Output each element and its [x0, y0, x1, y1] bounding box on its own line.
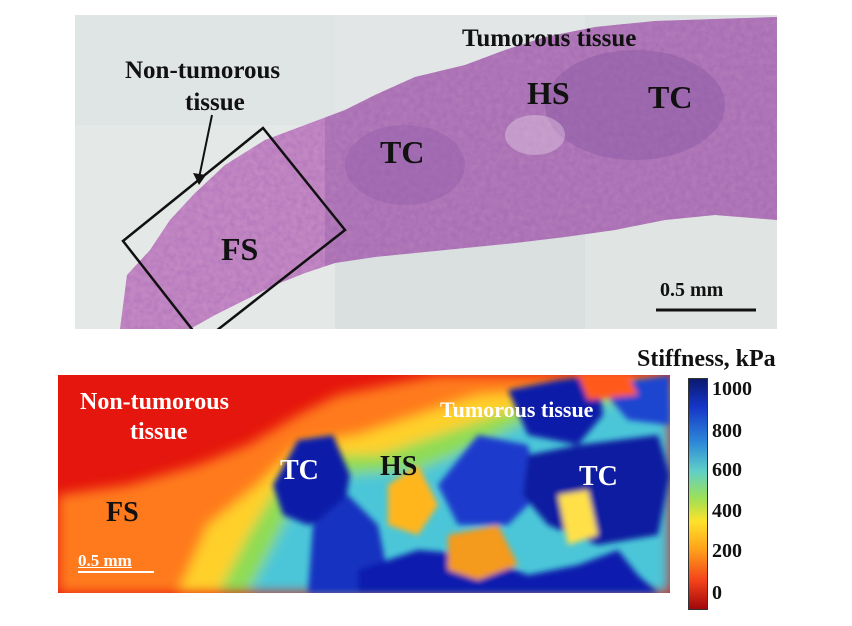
- tumorous-tissue-label: Tumorous tissue: [462, 25, 637, 52]
- stiffness-tc-label-left: TC: [280, 455, 319, 486]
- stiffness-heatmap-drawing: [58, 375, 670, 593]
- colorbar-title: Stiffness, kPa: [637, 346, 776, 372]
- stiffness-non-tumorous-label-line2: tissue: [130, 419, 188, 445]
- hs-region-label: HS: [527, 75, 570, 111]
- stiffness-scale-bar-label: 0.5 mm: [78, 551, 132, 570]
- colorbar-tick-800: 800: [712, 420, 742, 442]
- stiffness-map: Non-tumorous tissue Tumorous tissue TC H…: [58, 375, 670, 593]
- stiffness-colorbar: [688, 378, 708, 610]
- tc-region-label-center: TC: [380, 134, 425, 170]
- colorbar-tick-1000: 1000: [712, 378, 752, 400]
- colorbar-tick-0: 0: [712, 582, 722, 604]
- stiffness-tc-label-right: TC: [579, 461, 618, 492]
- colorbar-tick-200: 200: [712, 540, 742, 562]
- histology-image: Tumorous tissue Non-tumorous tissue HS T…: [75, 15, 777, 329]
- stiffness-tumorous-tissue-label: Tumorous tissue: [440, 397, 594, 422]
- stiffness-non-tumorous-label-line1: Non-tumorous: [80, 389, 229, 415]
- fs-region-label: FS: [221, 231, 259, 267]
- histology-tissue-drawing: [75, 15, 777, 329]
- stiffness-hs-label: HS: [380, 451, 418, 482]
- non-tumorous-label-line1: Non-tumorous: [125, 57, 281, 84]
- colorbar-tick-400: 400: [712, 500, 742, 522]
- histology-scale-bar-label: 0.5 mm: [660, 279, 724, 301]
- colorbar-tick-600: 600: [712, 459, 742, 481]
- tc-region-label-right: TC: [648, 79, 693, 115]
- stiffness-fs-label: FS: [106, 497, 139, 528]
- non-tumorous-label-line2: tissue: [185, 89, 245, 116]
